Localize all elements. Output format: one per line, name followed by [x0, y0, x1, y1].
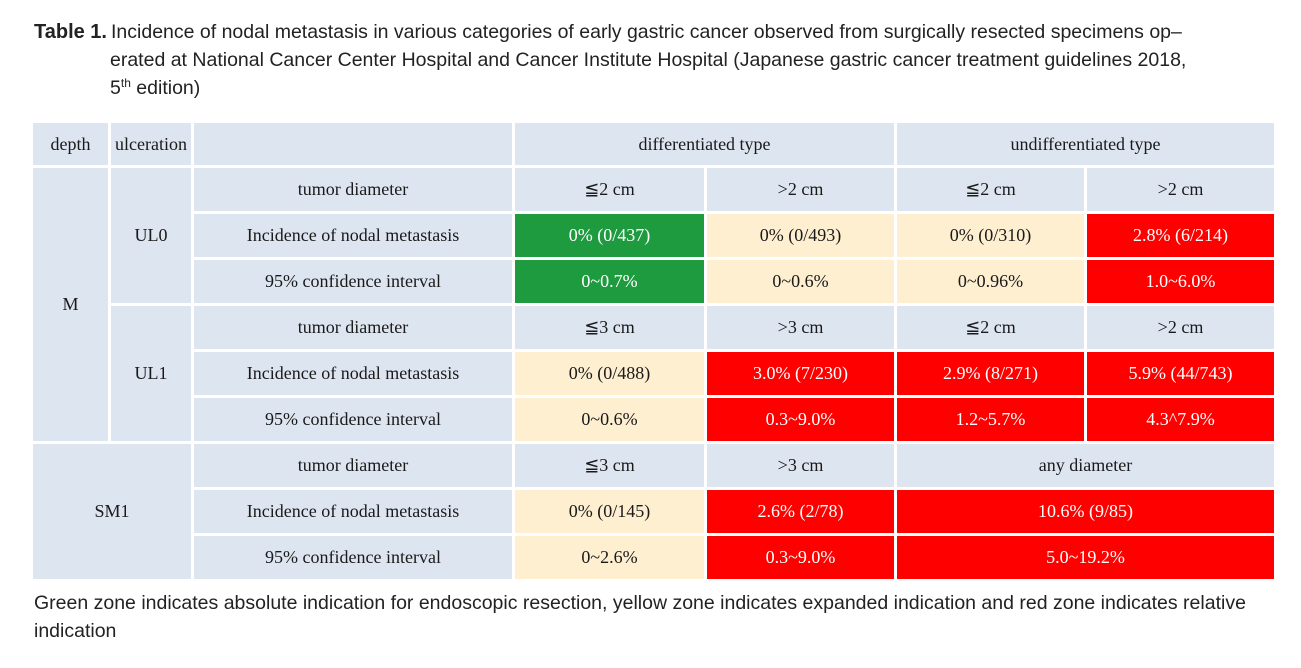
- caption-line-2: erated at National Cancer Center Hospita…: [110, 49, 1187, 71]
- table-cell-red: 5.0~19.2%: [897, 536, 1274, 579]
- table-cell-yellow: 0~0.96%: [897, 260, 1084, 303]
- row-label-incidence: Incidence of nodal metastasis: [194, 214, 512, 257]
- table-row: 95% confidence interval 0~0.6% 0.3~9.0% …: [33, 398, 1274, 441]
- nodal-metastasis-table: depth ulceration differentiated type und…: [30, 120, 1277, 582]
- ulceration-ul0: UL0: [111, 168, 191, 303]
- header-ulceration: ulceration: [111, 123, 191, 165]
- row-label-incidence: Incidence of nodal metastasis: [194, 352, 512, 395]
- table-cell-red: 2.9% (8/271): [897, 352, 1084, 395]
- table-cell: >2 cm: [1087, 306, 1274, 349]
- caption-label: Table 1.: [34, 21, 107, 43]
- table-cell-red: 0.3~9.0%: [707, 398, 894, 441]
- table-cell: >2 cm: [1087, 168, 1274, 211]
- table-cell-red: 0.3~9.0%: [707, 536, 894, 579]
- caption-edition-rest: edition): [130, 77, 201, 99]
- table-cell-red: 10.6% (9/85): [897, 490, 1274, 533]
- table-cell: ≦3 cm: [515, 306, 704, 349]
- row-label-incidence: Incidence of nodal metastasis: [194, 490, 512, 533]
- table-cell: >3 cm: [707, 444, 894, 487]
- caption-continuation: erated at National Cancer Center Hospita…: [34, 46, 1279, 102]
- table-cell-yellow: 0~2.6%: [515, 536, 704, 579]
- table-cell: any diameter: [897, 444, 1274, 487]
- table-row: Incidence of nodal metastasis 0% (0/145)…: [33, 490, 1274, 533]
- table-footnote: Green zone indicates absolute indication…: [34, 592, 1246, 642]
- row-label-tumor-diameter: tumor diameter: [194, 168, 512, 211]
- table-cell-yellow: 0~0.6%: [515, 398, 704, 441]
- table-cell-yellow: 0% (0/145): [515, 490, 704, 533]
- table-cell-yellow: 0% (0/488): [515, 352, 704, 395]
- table-cell-red: 1.0~6.0%: [1087, 260, 1274, 303]
- header-differentiated-type: differentiated type: [515, 123, 894, 165]
- table-cell-red: 2.6% (2/78): [707, 490, 894, 533]
- table-cell-yellow: 0% (0/493): [707, 214, 894, 257]
- row-label-ci: 95% confidence interval: [194, 536, 512, 579]
- caption-edition-suffix: th: [120, 76, 131, 90]
- table-row: Incidence of nodal metastasis 0% (0/488)…: [33, 352, 1274, 395]
- header-undifferentiated-type: undifferentiated type: [897, 123, 1274, 165]
- table-cell: ≦2 cm: [515, 168, 704, 211]
- table-cell-red: 2.8% (6/214): [1087, 214, 1274, 257]
- table-row: 95% confidence interval 0~0.7% 0~0.6% 0~…: [33, 260, 1274, 303]
- table-cell-green: 0~0.7%: [515, 260, 704, 303]
- row-label-tumor-diameter: tumor diameter: [194, 444, 512, 487]
- header-row: depth ulceration differentiated type und…: [33, 123, 1274, 165]
- table-cell: >2 cm: [707, 168, 894, 211]
- header-blank: [194, 123, 512, 165]
- table-cell: ≦2 cm: [897, 168, 1084, 211]
- table-cell-green: 0% (0/437): [515, 214, 704, 257]
- table-row: SM1 tumor diameter ≦3 cm >3 cm any diame…: [33, 444, 1274, 579]
- header-depth: depth: [33, 123, 108, 165]
- row-label-tumor-diameter: tumor diameter: [194, 306, 512, 349]
- table-row: M UL0 tumor diameter ≦2 cm >2 cm ≦2 cm >…: [33, 168, 1274, 441]
- ulceration-ul1: UL1: [111, 306, 191, 441]
- table-row: Incidence of nodal metastasis 0% (0/437)…: [33, 214, 1274, 257]
- table-cell-yellow: 0~0.6%: [707, 260, 894, 303]
- table-cell-red: 4.3^7.9%: [1087, 398, 1274, 441]
- table-cell: ≦3 cm: [515, 444, 704, 487]
- table-row: 95% confidence interval 0~2.6% 0.3~9.0% …: [33, 536, 1274, 579]
- depth-sm1: SM1: [33, 444, 191, 579]
- table-cell-red: 5.9% (44/743): [1087, 352, 1274, 395]
- row-label-ci: 95% confidence interval: [194, 260, 512, 303]
- depth-m: M: [33, 168, 108, 441]
- table-cell-red: 1.2~5.7%: [897, 398, 1084, 441]
- table-cell: >3 cm: [707, 306, 894, 349]
- caption-edition-number: 5: [110, 77, 121, 99]
- table-cell-red: 3.0% (7/230): [707, 352, 894, 395]
- table-caption: Table 1. Incidence of nodal metastasis in…: [34, 18, 1279, 102]
- caption-line-1: Incidence of nodal metastasis in various…: [111, 21, 1182, 43]
- table-row: UL1 tumor diameter ≦3 cm >3 cm ≦2 cm >2 …: [33, 306, 1274, 441]
- table-cell-yellow: 0% (0/310): [897, 214, 1084, 257]
- table-cell: ≦2 cm: [897, 306, 1084, 349]
- row-label-ci: 95% confidence interval: [194, 398, 512, 441]
